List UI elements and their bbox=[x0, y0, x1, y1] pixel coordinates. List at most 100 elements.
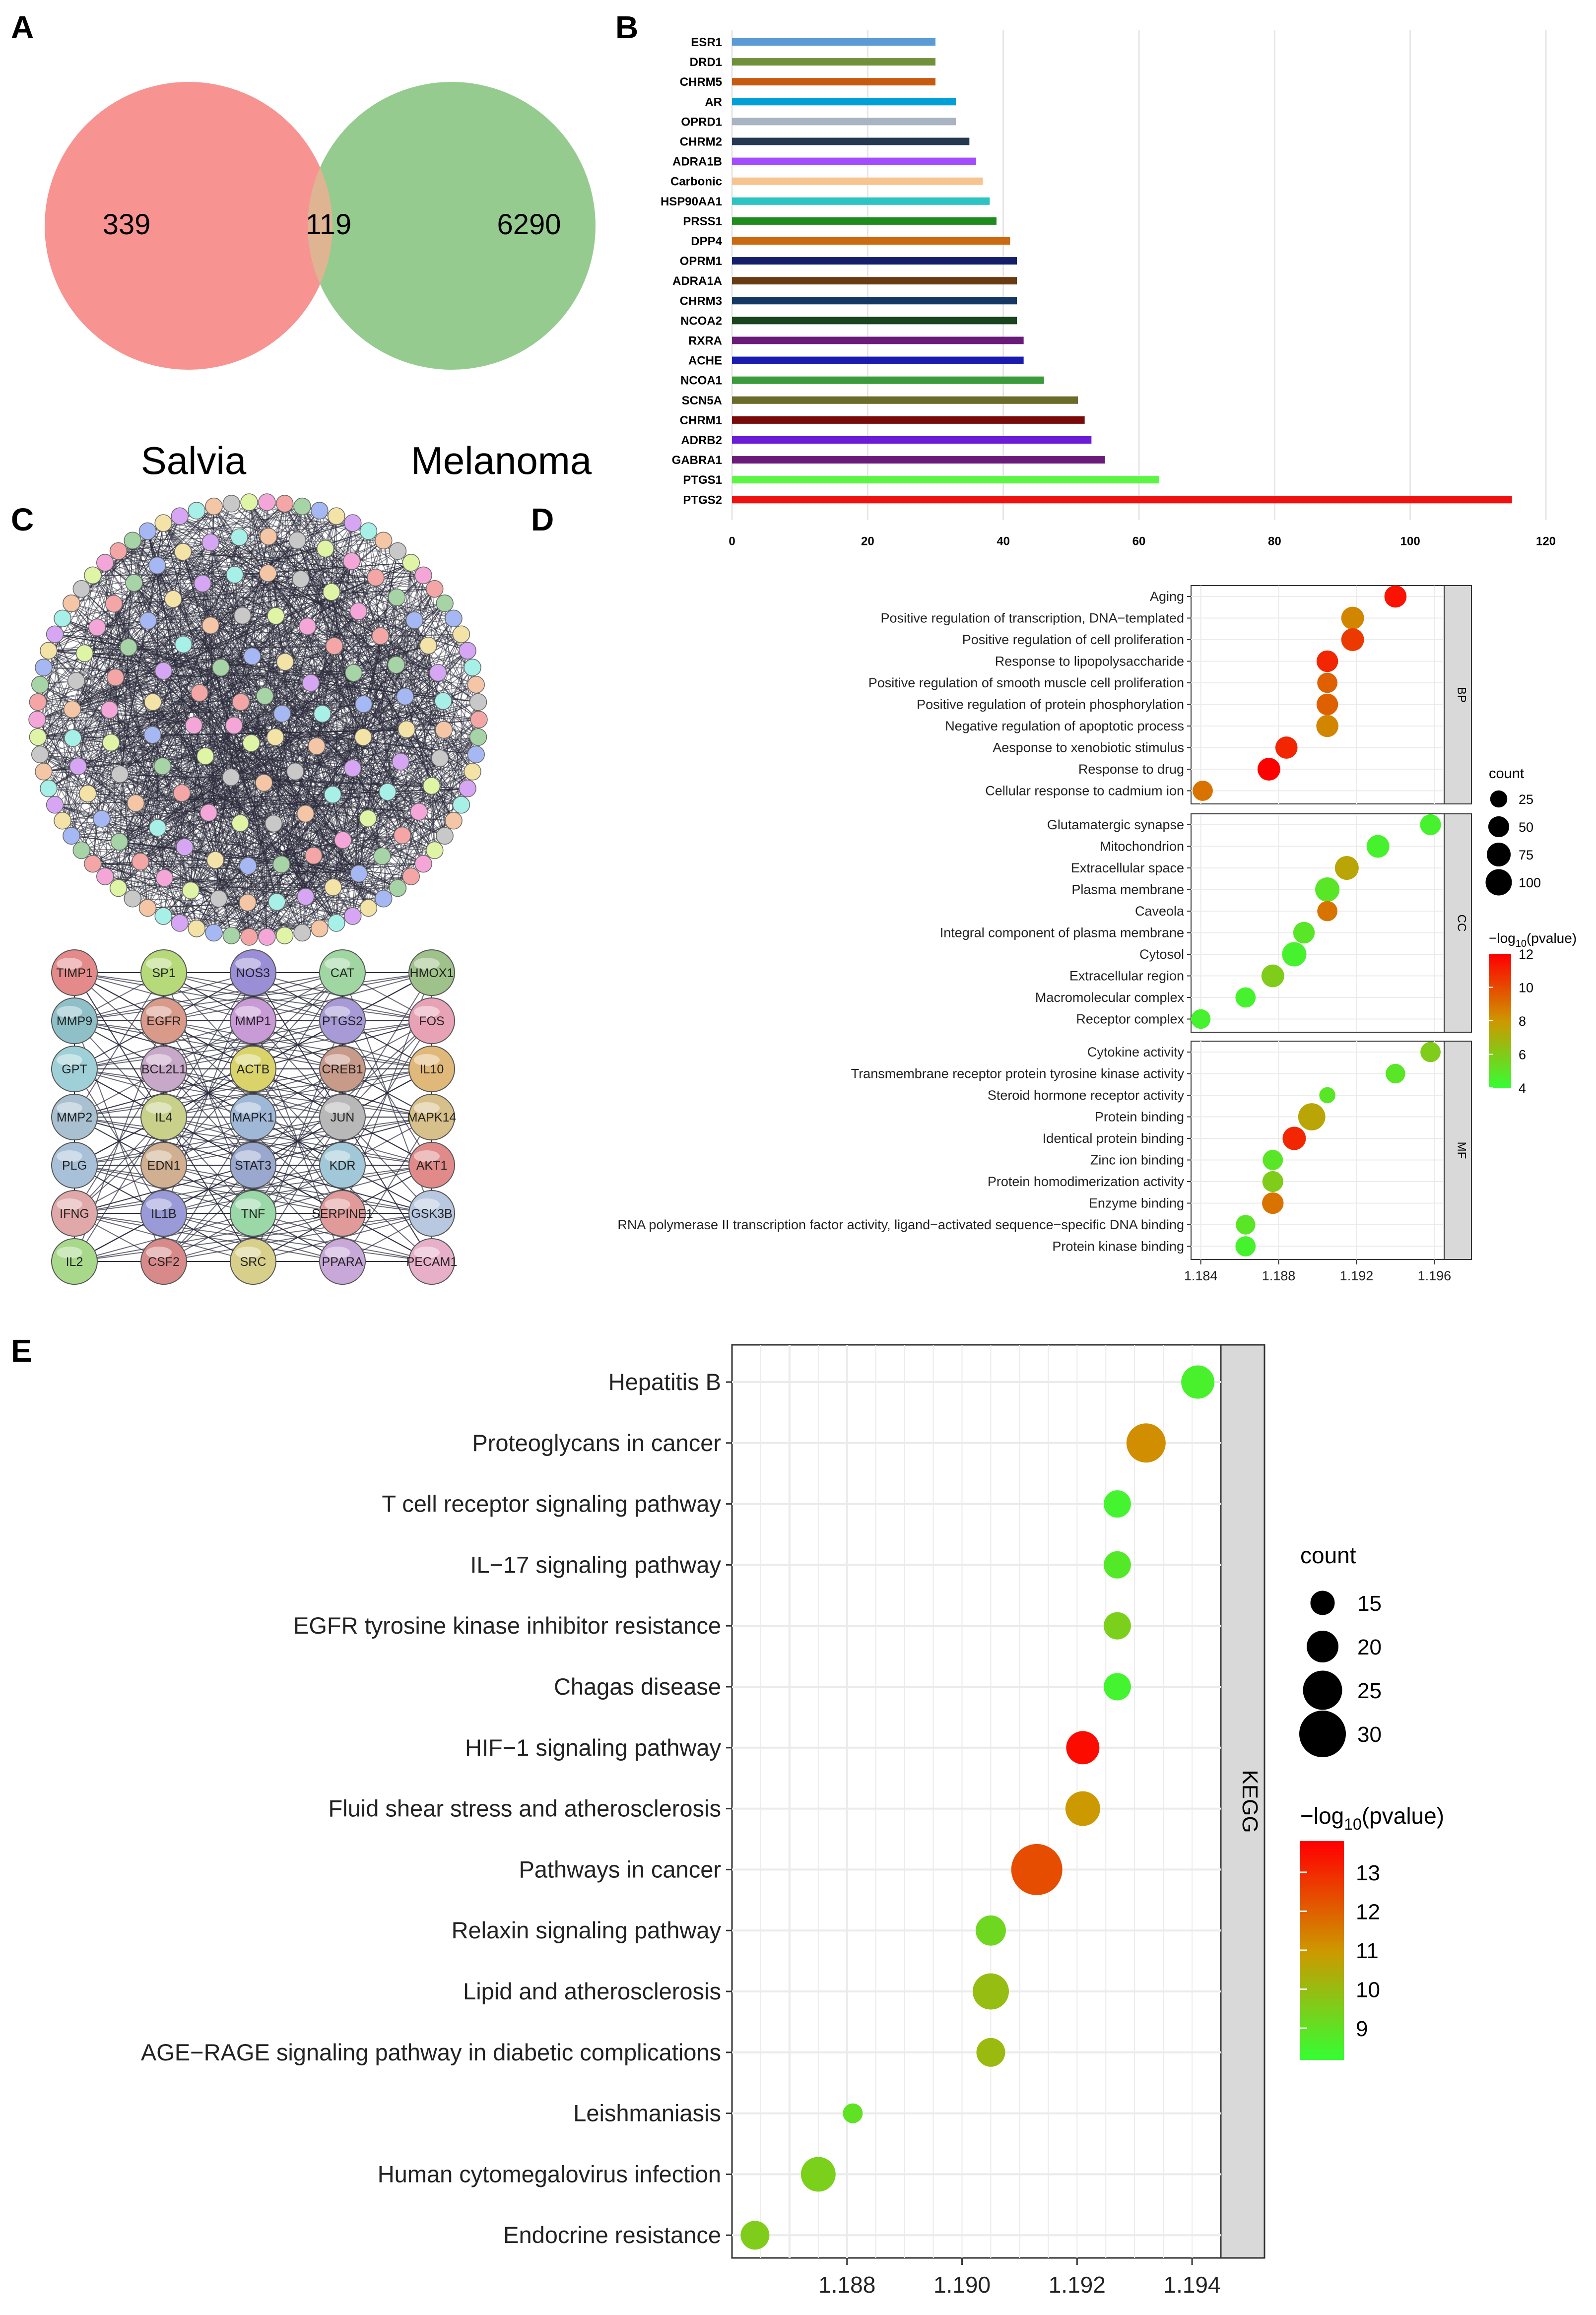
hub-node-label: IFNG bbox=[60, 1207, 89, 1221]
hub-node-highlight bbox=[146, 1150, 172, 1162]
network-node bbox=[342, 552, 361, 570]
network-node bbox=[205, 497, 223, 516]
colorbar-segment bbox=[1300, 1985, 1344, 1989]
hub-node-highlight bbox=[235, 958, 261, 970]
colorbar-segment bbox=[1300, 1865, 1344, 1869]
hub-node-highlight bbox=[57, 958, 82, 970]
network-node bbox=[124, 889, 141, 908]
network-node bbox=[464, 763, 481, 781]
colorbar-segment bbox=[1300, 1896, 1344, 1899]
data-point bbox=[1103, 1490, 1131, 1518]
hub-node-label: GSK3B bbox=[411, 1207, 452, 1221]
network-node bbox=[109, 542, 128, 560]
colorbar-segment bbox=[1300, 1956, 1344, 1959]
colorbar-segment bbox=[1300, 1898, 1344, 1902]
network-edge bbox=[307, 575, 424, 627]
hub-node-highlight bbox=[414, 1198, 440, 1210]
venn-right-only-count: 6290 bbox=[497, 208, 561, 241]
facet-strip bbox=[1444, 813, 1472, 1033]
network-node bbox=[174, 635, 193, 654]
hub-node-label: CAT bbox=[331, 966, 354, 980]
network-node bbox=[323, 583, 340, 601]
hub-node-label: MAPK1 bbox=[232, 1111, 274, 1124]
colorbar-segment bbox=[1300, 1874, 1344, 1877]
colorbar-segment bbox=[1300, 1849, 1344, 1852]
colorbar-segment bbox=[1489, 1003, 1511, 1006]
colorbar-segment bbox=[1300, 1958, 1344, 1962]
colorbar-segment bbox=[1489, 1043, 1511, 1046]
bar bbox=[732, 237, 1010, 245]
network-edge bbox=[118, 551, 148, 908]
colorbar-segment bbox=[1300, 2040, 1344, 2044]
term-label: Fluid shear stress and atherosclerosis bbox=[328, 1795, 721, 1822]
colorbar-segment bbox=[1489, 1054, 1511, 1057]
hub-node bbox=[408, 1238, 455, 1285]
colorbar-segment bbox=[1300, 1871, 1344, 1874]
network-node bbox=[469, 728, 487, 746]
network-edge bbox=[119, 841, 353, 917]
data-point bbox=[1315, 877, 1340, 902]
size-legend-dot bbox=[1303, 1670, 1342, 1710]
hub-node bbox=[140, 1046, 187, 1092]
network-node bbox=[296, 804, 315, 823]
colorbar-segment bbox=[1489, 1065, 1511, 1068]
network-edge bbox=[118, 550, 440, 759]
network-node bbox=[154, 514, 172, 532]
network-node bbox=[201, 533, 219, 551]
network-edge bbox=[352, 768, 435, 851]
network-node bbox=[359, 522, 378, 540]
hub-node-label: SRC bbox=[240, 1255, 266, 1269]
colorbar-segment bbox=[1300, 1912, 1344, 1916]
hub-node-label: SP1 bbox=[152, 966, 175, 980]
hub-edge bbox=[163, 1020, 432, 1069]
colorbar-segment bbox=[1300, 2005, 1344, 2008]
hub-node bbox=[230, 1142, 276, 1189]
network-node bbox=[313, 705, 332, 723]
colorbar-segment bbox=[1489, 965, 1511, 968]
colorbar-segment bbox=[1300, 1868, 1344, 1872]
network-node bbox=[240, 928, 258, 946]
term-label: Steroid hormone receptor activity bbox=[988, 1088, 1185, 1103]
facet-strip bbox=[1220, 1344, 1265, 2259]
network-node bbox=[35, 659, 53, 676]
network-edge bbox=[331, 523, 353, 593]
network-node bbox=[153, 757, 172, 775]
colorbar-segment bbox=[1300, 1969, 1344, 1973]
network-node bbox=[373, 847, 391, 865]
network-node bbox=[311, 920, 329, 937]
network-node bbox=[260, 528, 277, 545]
network-edge bbox=[37, 670, 164, 720]
network-edge bbox=[54, 634, 72, 836]
facet-strip bbox=[1444, 1041, 1472, 1260]
data-point bbox=[1066, 1731, 1100, 1765]
hub-node bbox=[51, 1094, 98, 1140]
hub-node-highlight bbox=[325, 958, 350, 970]
network-edge bbox=[231, 503, 454, 619]
network-edge bbox=[367, 696, 406, 819]
network-node bbox=[431, 749, 449, 767]
panel-label-a: A bbox=[11, 9, 34, 45]
colorbar-segment bbox=[1489, 1079, 1511, 1082]
network-node bbox=[243, 647, 261, 665]
hub-node-highlight bbox=[325, 1247, 350, 1258]
network-edge bbox=[397, 736, 479, 888]
network-edge bbox=[75, 680, 267, 937]
network-node bbox=[63, 594, 80, 612]
data-point bbox=[1420, 1042, 1441, 1062]
hub-edge bbox=[163, 1117, 432, 1166]
network-node bbox=[392, 753, 410, 771]
network-edge bbox=[77, 766, 158, 828]
network-node bbox=[459, 642, 476, 660]
x-tick-label: 1.190 bbox=[933, 2272, 991, 2298]
data-point bbox=[1181, 1365, 1215, 1399]
network-edge bbox=[133, 583, 388, 793]
network-node bbox=[308, 737, 326, 755]
network-node bbox=[67, 672, 85, 690]
term-label: Protein kinase binding bbox=[1052, 1239, 1184, 1254]
network-node bbox=[398, 720, 416, 738]
hub-node-highlight bbox=[146, 1006, 172, 1018]
hub-edge bbox=[74, 1117, 432, 1166]
network-node bbox=[233, 606, 252, 625]
hub-node-highlight bbox=[325, 1150, 350, 1162]
network-edge bbox=[268, 536, 364, 737]
